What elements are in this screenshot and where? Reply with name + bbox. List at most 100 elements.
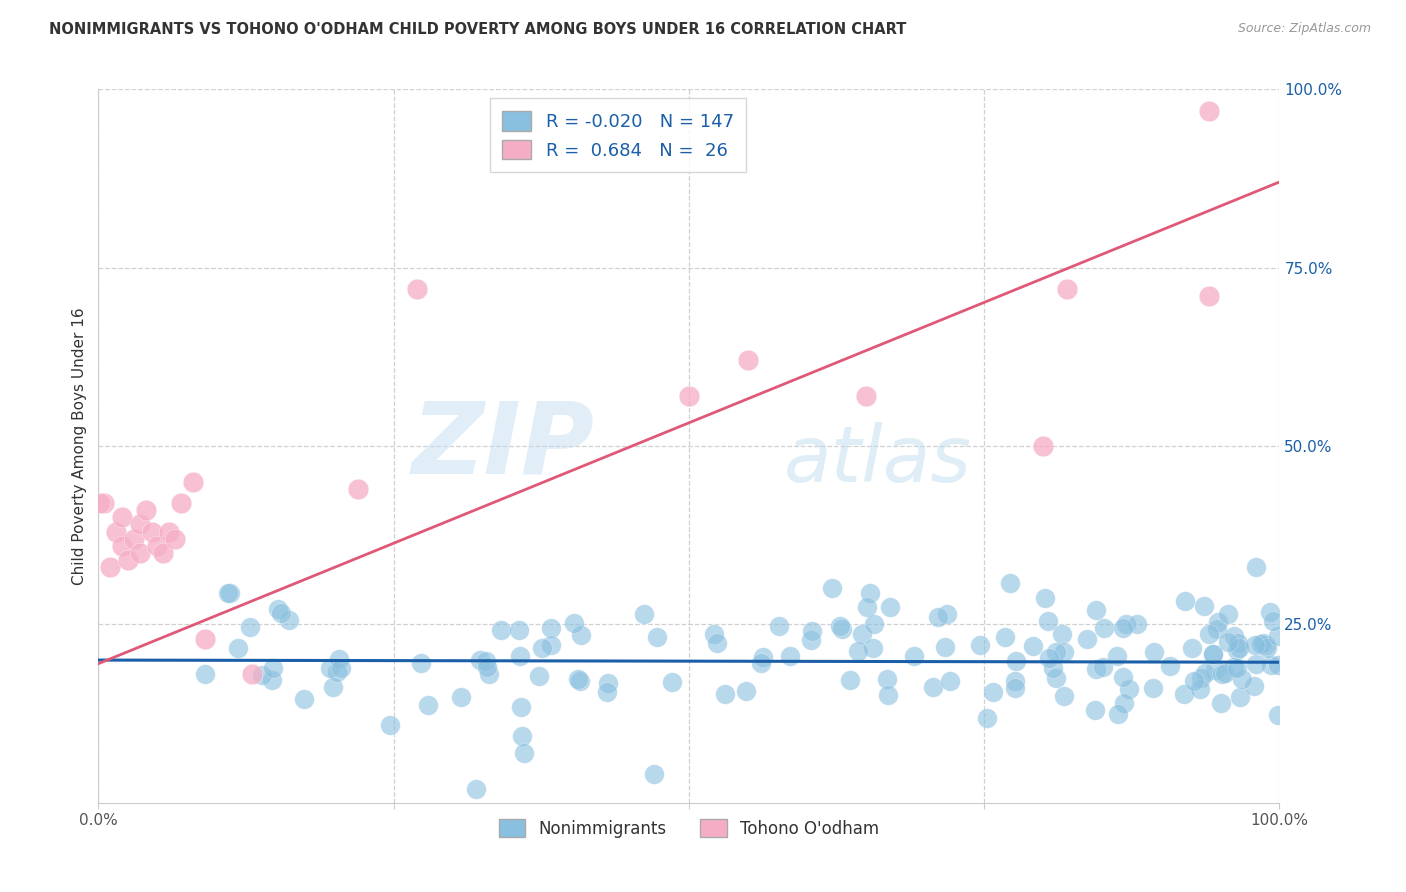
Point: [569, 628, 592, 642]
Point: [1201, 647, 1223, 661]
Point: [489, 624, 512, 638]
Point: [713, 686, 735, 700]
Point: [647, 630, 669, 644]
Point: [1173, 687, 1195, 701]
Point: [1092, 660, 1115, 674]
Point: [1005, 654, 1028, 668]
Point: [831, 622, 853, 636]
Point: [470, 653, 492, 667]
Point: [1112, 621, 1135, 635]
Text: ZIP: ZIP: [412, 398, 595, 494]
Point: [862, 640, 884, 655]
Point: [567, 673, 589, 687]
Point: [927, 609, 949, 624]
Point: [240, 667, 263, 681]
Point: [1004, 681, 1026, 695]
Point: [1227, 636, 1250, 650]
Point: [562, 615, 585, 630]
Point: [856, 600, 879, 615]
Point: [922, 680, 945, 694]
Point: [1118, 681, 1140, 696]
Point: [128, 517, 150, 532]
Point: [1053, 689, 1076, 703]
Point: [478, 667, 501, 681]
Point: [475, 654, 498, 668]
Point: [1032, 439, 1054, 453]
Point: [406, 282, 429, 296]
Point: [1038, 651, 1060, 665]
Point: [1084, 703, 1107, 717]
Point: [117, 553, 139, 567]
Point: [111, 539, 134, 553]
Point: [1174, 594, 1197, 608]
Point: [994, 630, 1017, 644]
Point: [1244, 638, 1267, 652]
Point: [1250, 637, 1272, 651]
Point: [239, 620, 262, 634]
Point: [1198, 103, 1220, 118]
Point: [510, 729, 533, 743]
Point: [1198, 627, 1220, 641]
Point: [876, 672, 898, 686]
Point: [1244, 560, 1267, 574]
Point: [735, 683, 758, 698]
Point: [378, 718, 401, 732]
Point: [267, 601, 290, 615]
Point: [1218, 634, 1240, 648]
Point: [1056, 282, 1078, 296]
Point: [1112, 696, 1135, 710]
Point: [1053, 646, 1076, 660]
Point: [347, 482, 370, 496]
Legend: Nonimmigrants, Tohono O'odham: Nonimmigrants, Tohono O'odham: [492, 813, 886, 845]
Point: [326, 665, 349, 680]
Point: [1244, 657, 1267, 671]
Point: [1045, 671, 1067, 685]
Point: [194, 666, 217, 681]
Point: [111, 510, 134, 524]
Point: [737, 353, 759, 368]
Point: [596, 685, 619, 699]
Point: [1206, 622, 1229, 636]
Point: [135, 503, 157, 517]
Point: [1267, 708, 1289, 723]
Point: [330, 661, 353, 675]
Point: [800, 633, 823, 648]
Point: [1223, 629, 1246, 643]
Point: [228, 640, 250, 655]
Point: [1243, 679, 1265, 693]
Point: [93, 496, 115, 510]
Point: [530, 641, 553, 656]
Point: [1227, 640, 1250, 655]
Point: [820, 582, 842, 596]
Point: [1038, 615, 1060, 629]
Point: [643, 767, 665, 781]
Point: [409, 657, 432, 671]
Point: [1189, 681, 1212, 696]
Y-axis label: Child Poverty Among Boys Under 16: Child Poverty Among Boys Under 16: [72, 307, 87, 585]
Point: [122, 532, 145, 546]
Point: [1253, 636, 1275, 650]
Point: [1107, 706, 1129, 721]
Point: [181, 475, 204, 489]
Point: [1211, 696, 1233, 710]
Text: atlas: atlas: [783, 422, 972, 499]
Point: [1215, 666, 1237, 681]
Point: [322, 680, 344, 694]
Text: NONIMMIGRANTS VS TOHONO O'ODHAM CHILD POVERTY AMONG BOYS UNDER 16 CORRELATION CH: NONIMMIGRANTS VS TOHONO O'ODHAM CHILD PO…: [49, 22, 907, 37]
Point: [569, 673, 592, 688]
Point: [678, 389, 700, 403]
Point: [661, 674, 683, 689]
Point: [1084, 603, 1107, 617]
Point: [1159, 659, 1181, 673]
Point: [218, 585, 240, 599]
Point: [1181, 641, 1204, 656]
Point: [1229, 690, 1251, 704]
Point: [194, 632, 217, 646]
Point: [1112, 670, 1135, 684]
Point: [512, 746, 534, 760]
Point: [1142, 681, 1164, 696]
Point: [141, 524, 163, 539]
Point: [1052, 627, 1074, 641]
Point: [146, 539, 169, 553]
Point: [749, 657, 772, 671]
